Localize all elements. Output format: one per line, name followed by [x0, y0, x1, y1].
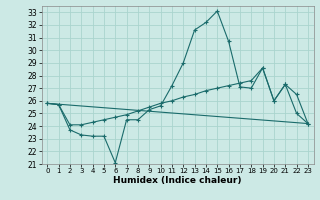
X-axis label: Humidex (Indice chaleur): Humidex (Indice chaleur) [113, 176, 242, 185]
